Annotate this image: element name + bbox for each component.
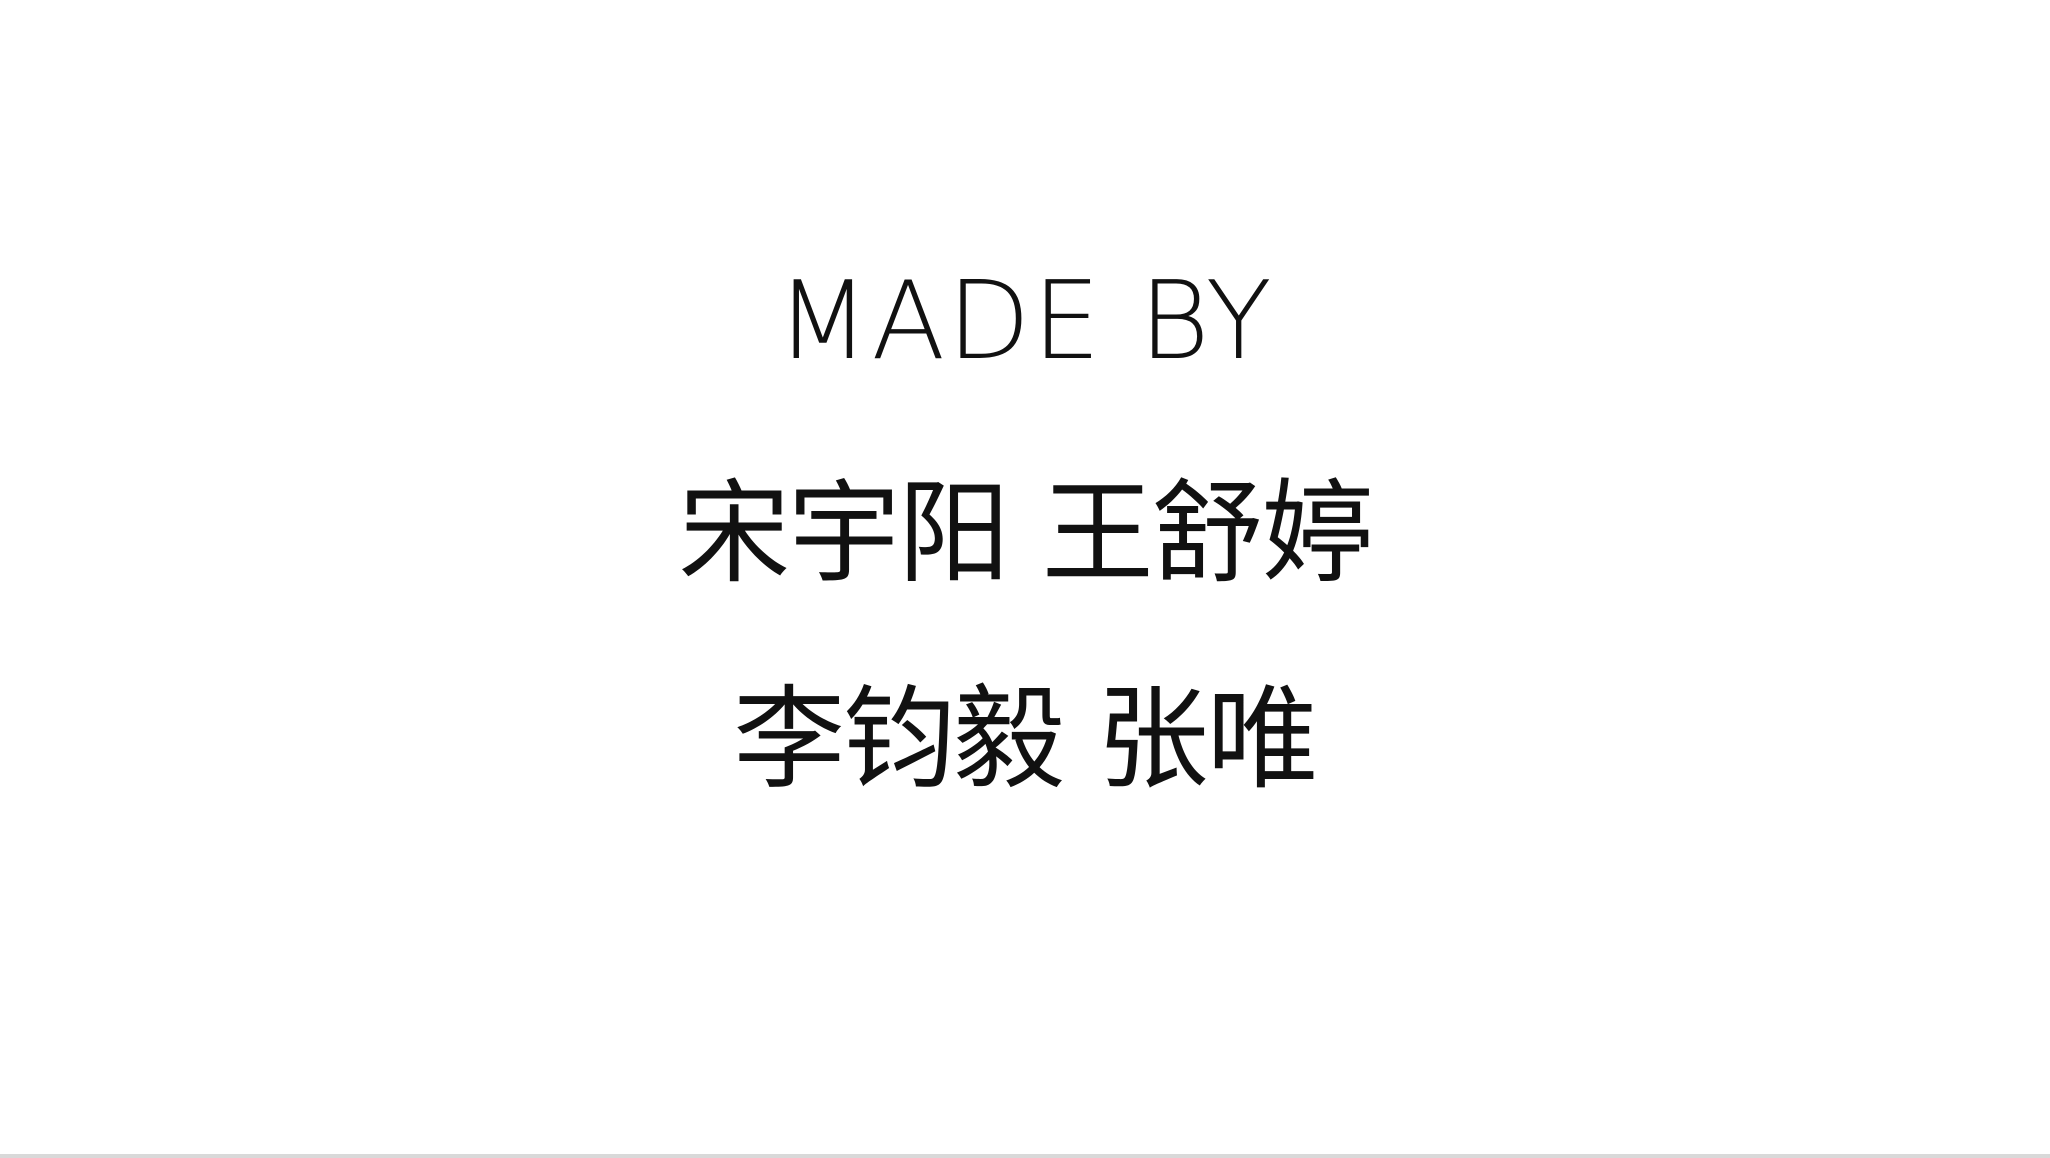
authors-line-1: 宋宇阳 王舒婷: [678, 469, 1374, 599]
authors-line-2: 李钧毅 张唯: [733, 675, 1319, 805]
made-by-heading: MADE BY: [776, 259, 1274, 384]
